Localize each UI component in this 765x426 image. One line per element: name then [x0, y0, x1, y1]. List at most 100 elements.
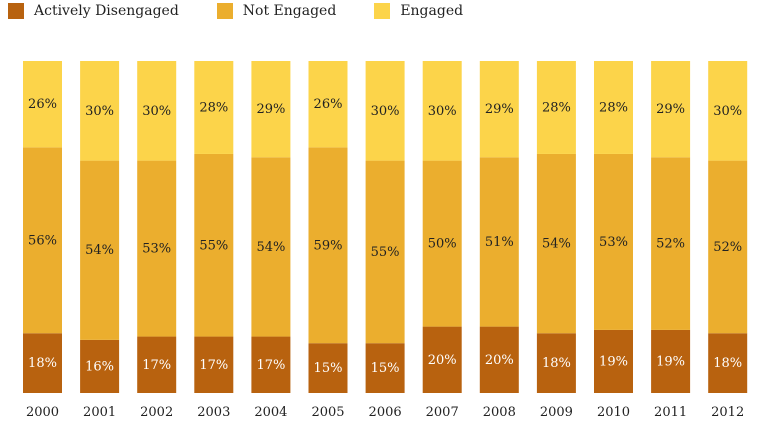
bar-segment-engaged-2003	[194, 61, 234, 154]
bar-segment-actively-disengaged-2008	[479, 326, 519, 393]
x-tick-label-2003: 2003	[197, 405, 230, 420]
bar-segment-actively-disengaged-2005	[308, 343, 348, 393]
chart-legend: Actively Disengaged Not Engaged Engaged	[8, 3, 501, 19]
bar-segment-not-engaged-2000	[23, 147, 62, 334]
x-tick-label-2005: 2005	[311, 405, 344, 420]
legend-item-not-engaged: Not Engaged	[216, 3, 337, 19]
data-label-engaged-2001: 30%	[85, 104, 114, 119]
x-tick-label-2009: 2009	[540, 405, 573, 420]
data-label-engaged-2000: 26%	[28, 97, 57, 112]
legend-label-actively-disengaged: Actively Disengaged	[34, 3, 179, 19]
data-label-actively-disengaged-2012: 18%	[713, 356, 742, 371]
bar-segment-actively-disengaged-2003	[194, 336, 234, 393]
legend-swatch-engaged	[374, 3, 391, 19]
data-label-actively-disengaged-2005: 15%	[314, 361, 343, 376]
bar-segment-actively-disengaged-2010	[594, 329, 633, 393]
bar-segment-actively-disengaged-2009	[536, 333, 576, 393]
x-tick-label-2002: 2002	[140, 405, 173, 420]
data-label-engaged-2009: 28%	[542, 100, 571, 115]
bar-segment-engaged-2008	[479, 61, 519, 158]
data-label-actively-disengaged-2000: 18%	[28, 356, 57, 371]
data-label-engaged-2006: 30%	[371, 104, 400, 119]
bar-segment-actively-disengaged-2001	[80, 339, 120, 393]
legend-item-engaged: Engaged	[374, 3, 463, 19]
bar-segment-not-engaged-2004	[251, 157, 291, 337]
data-label-engaged-2012: 30%	[713, 104, 742, 119]
bar-segment-engaged-2001	[80, 61, 120, 161]
bar-segment-engaged-2006	[365, 61, 405, 161]
bar-segment-engaged-2000	[23, 61, 62, 148]
bar-segment-actively-disengaged-2007	[422, 326, 462, 393]
bar-segment-not-engaged-2011	[651, 157, 691, 330]
data-label-actively-disengaged-2010: 19%	[599, 354, 628, 369]
data-label-not-engaged-2002: 53%	[142, 242, 171, 257]
bar-segment-not-engaged-2002	[137, 160, 177, 337]
data-label-not-engaged-2009: 54%	[542, 237, 571, 252]
data-label-not-engaged-2010: 53%	[599, 235, 628, 250]
data-label-actively-disengaged-2003: 17%	[199, 358, 228, 373]
data-label-not-engaged-2001: 54%	[85, 243, 114, 258]
legend-swatch-actively-disengaged	[8, 3, 24, 19]
bar-segment-not-engaged-2008	[479, 157, 519, 327]
bar-segment-not-engaged-2012	[708, 160, 748, 334]
data-label-not-engaged-2007: 50%	[428, 237, 457, 252]
data-label-actively-disengaged-2001: 16%	[85, 359, 114, 374]
bar-segment-engaged-2009	[536, 61, 576, 154]
legend-item-actively-disengaged: Actively Disengaged	[8, 3, 179, 19]
bar-segment-engaged-2005	[308, 61, 348, 148]
x-tick-label-2011: 2011	[654, 405, 687, 420]
bar-segment-actively-disengaged-2011	[651, 329, 691, 393]
data-label-actively-disengaged-2002: 17%	[142, 358, 171, 373]
data-label-engaged-2002: 30%	[142, 104, 171, 119]
x-tick-label-2006: 2006	[369, 405, 402, 420]
bar-segment-engaged-2011	[651, 61, 691, 158]
bar-segment-actively-disengaged-2000	[23, 333, 62, 393]
data-label-not-engaged-2004: 54%	[256, 240, 285, 255]
data-label-not-engaged-2011: 52%	[656, 237, 685, 252]
x-tick-label-2008: 2008	[483, 405, 516, 420]
bar-segment-actively-disengaged-2012	[708, 333, 748, 393]
data-label-not-engaged-2008: 51%	[485, 235, 514, 250]
bar-segment-engaged-2004	[251, 61, 291, 158]
data-label-actively-disengaged-2007: 20%	[428, 353, 457, 368]
data-label-engaged-2010: 28%	[599, 100, 628, 115]
bar-segment-engaged-2012	[708, 61, 748, 161]
bar-segment-not-engaged-2009	[536, 153, 576, 334]
x-tick-label-2012: 2012	[711, 405, 744, 420]
data-label-engaged-2008: 29%	[485, 102, 514, 117]
data-label-engaged-2003: 28%	[199, 100, 228, 115]
x-tick-label-2000: 2000	[26, 405, 59, 420]
bar-segment-engaged-2007	[422, 61, 462, 161]
bar-segment-engaged-2002	[137, 61, 177, 161]
bar-segment-not-engaged-2006	[365, 160, 405, 344]
legend-label-not-engaged: Not Engaged	[242, 3, 337, 19]
data-label-actively-disengaged-2011: 19%	[656, 354, 685, 369]
x-tick-label-2004: 2004	[254, 405, 287, 420]
data-label-engaged-2007: 30%	[428, 104, 457, 119]
data-label-actively-disengaged-2009: 18%	[542, 356, 571, 371]
bar-segment-actively-disengaged-2004	[251, 336, 291, 393]
bar-segment-actively-disengaged-2002	[137, 336, 177, 393]
data-label-engaged-2005: 26%	[314, 97, 343, 112]
data-label-not-engaged-2012: 52%	[713, 240, 742, 255]
x-tick-label-2001: 2001	[83, 405, 116, 420]
data-label-actively-disengaged-2008: 20%	[485, 353, 514, 368]
data-label-engaged-2004: 29%	[256, 102, 285, 117]
legend-label-engaged: Engaged	[400, 3, 464, 19]
data-label-not-engaged-2000: 56%	[28, 233, 57, 248]
data-label-not-engaged-2006: 55%	[371, 245, 400, 260]
data-label-engaged-2011: 29%	[656, 102, 685, 117]
data-label-actively-disengaged-2006: 15%	[371, 361, 400, 376]
data-label-actively-disengaged-2004: 17%	[256, 358, 285, 373]
bar-segment-not-engaged-2003	[194, 153, 234, 337]
bar-segment-not-engaged-2001	[80, 160, 120, 340]
bar-segment-not-engaged-2010	[594, 153, 633, 330]
data-label-not-engaged-2003: 55%	[199, 238, 228, 253]
bar-segment-not-engaged-2007	[422, 160, 462, 327]
bar-segment-engaged-2010	[594, 61, 633, 154]
x-tick-label-2007: 2007	[426, 405, 459, 420]
bar-segment-not-engaged-2005	[308, 147, 348, 344]
legend-swatch-not-engaged	[216, 3, 233, 19]
x-tick-label-2010: 2010	[597, 405, 630, 420]
